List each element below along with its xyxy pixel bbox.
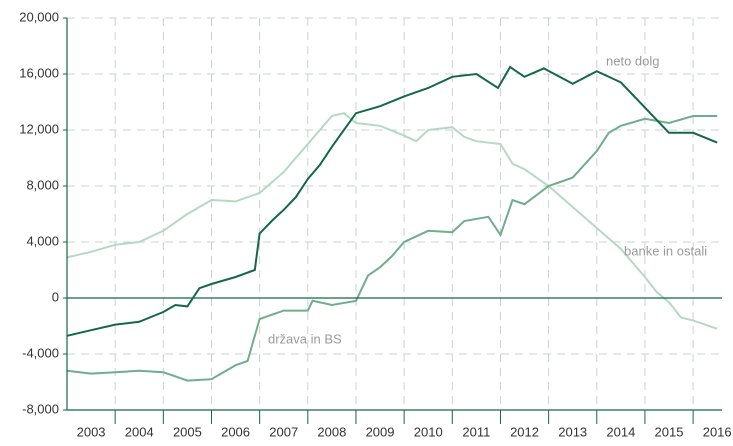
x-tick-label: 2010 [414,424,443,439]
series-line [66,115,718,382]
x-tick-label: 2012 [510,424,539,439]
x-tick-label: 2004 [125,424,154,439]
x-tick-label: 2005 [173,424,202,439]
series-line [66,112,718,330]
x-tick-label: 2011 [462,424,490,439]
y-tick-label: 4,000 [26,233,59,248]
x-tick-label: 2014 [606,424,635,439]
y-tick-label: 20,000 [19,9,59,24]
series-label: država in BS [268,331,342,346]
x-tick-label: 2006 [221,424,250,439]
x-tick-label: 2013 [558,424,587,439]
y-tick-label: 12,000 [19,121,59,136]
series-label: neto dolg [606,53,660,68]
series-label: banke in ostali [624,243,707,258]
y-tick-label: -4,000 [22,345,59,360]
x-tick-label: 2003 [77,424,106,439]
y-tick-label: 16,000 [19,65,59,80]
x-tick-label: 2016 [703,424,732,439]
x-tick-label: 2007 [269,424,298,439]
x-tick-label: 2008 [317,424,346,439]
series-line [66,65,718,337]
y-tick-label: 0 [52,289,59,304]
x-tick-label: 2015 [655,424,684,439]
x-tick-label: 2009 [366,424,395,439]
y-tick-label: 8,000 [26,177,59,192]
y-tick-label: -8,000 [22,401,59,416]
